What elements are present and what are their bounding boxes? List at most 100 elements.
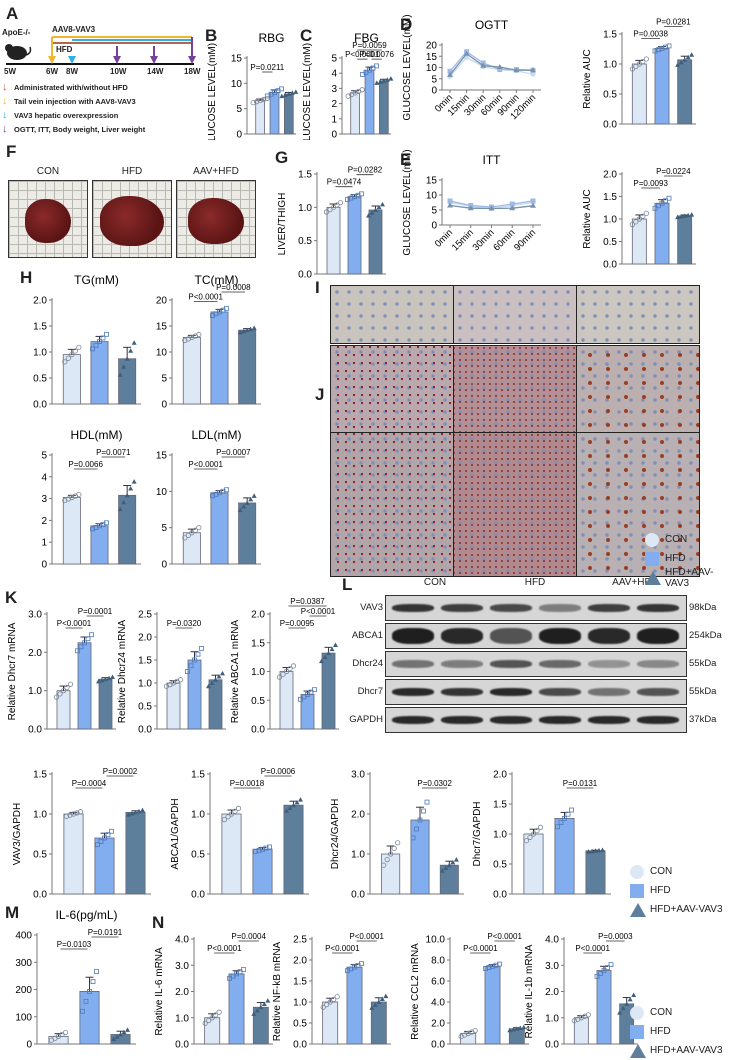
bar-hfd bbox=[228, 973, 245, 1045]
legend-label: CON bbox=[665, 534, 688, 545]
blot-band bbox=[637, 716, 679, 724]
triangle-marker-icon bbox=[630, 902, 646, 917]
blot-band bbox=[637, 660, 679, 668]
bar-hfd bbox=[187, 659, 202, 730]
panel-label-f: F bbox=[6, 142, 17, 161]
y-tick-label: 3.0 bbox=[28, 610, 42, 621]
blot-band bbox=[441, 716, 483, 724]
bar-hfd bbox=[90, 525, 109, 565]
bar-aav bbox=[677, 215, 693, 265]
p-value-label: P<0.0001 bbox=[301, 607, 336, 616]
p-value-label: P<0.0001 bbox=[575, 944, 610, 953]
chart-l-abca1: ABCA1/GAPDH 0.0 0.5 1.0 1.5 P=0.0018 P=0.0006 bbox=[168, 750, 313, 900]
y-tick-label: 0.0 bbox=[545, 1040, 559, 1051]
y-tick-label: 0.5 bbox=[293, 1019, 307, 1030]
blot-band bbox=[441, 660, 483, 668]
liver-specimen bbox=[25, 199, 71, 243]
p-value-label: P=0.0008 bbox=[216, 283, 251, 292]
bar-aav bbox=[238, 329, 257, 405]
chart-d-auc: Relative AUC 0.0 0.5 1.0 1.5 P=0.0038 P=0.0281 bbox=[580, 10, 700, 130]
p-value-label: P<0.0001 bbox=[188, 292, 223, 301]
p-value-label: P=0.0282 bbox=[348, 166, 383, 175]
bar-hfd bbox=[596, 970, 612, 1045]
bar-con bbox=[182, 337, 201, 405]
y-axis-label: ABCA1/GAPDH bbox=[170, 798, 181, 869]
bar-con bbox=[62, 354, 81, 405]
legend-label: HFD bbox=[650, 885, 671, 896]
bar-aav bbox=[118, 358, 137, 405]
x-tick-label: 60min bbox=[491, 227, 517, 253]
y-axis-label: GLUCOSE LEVEL(mM) bbox=[302, 43, 313, 140]
y-axis-label: Relative IL-6 mRNA bbox=[154, 947, 165, 1036]
chart-h-tg: H TG(mM) 0.0 0.5 1.0 1.5 2.0 bbox=[20, 268, 145, 410]
x-tick-label: 90min bbox=[512, 227, 538, 253]
y-axis-label: Relative AUC bbox=[582, 49, 593, 108]
bar-con bbox=[182, 532, 201, 565]
y-tick-label: 10 bbox=[156, 348, 168, 359]
y-tick-label: 10.0 bbox=[426, 935, 446, 946]
y-tick-label: 0 bbox=[41, 560, 47, 571]
bar-con bbox=[279, 671, 294, 730]
y-axis-label: Relative CCL2 mRNA bbox=[410, 943, 421, 1040]
chart-svg: Relative AUC 0.0 0.5 1.0 1.5 2.0 P=0.0093 P=0.0… bbox=[582, 167, 696, 271]
bar-hfd bbox=[210, 311, 229, 405]
oil-red-stain-image bbox=[453, 345, 577, 433]
panel-a-timeline: A ApoE-/- AAV8-VAV3 HFD 5W 6W 8W 10W 14W… bbox=[0, 0, 205, 140]
chart-svg: IL-6(pg/mL) 0 100 200 300 400 P=0.0103 P=0.0191 bbox=[15, 908, 136, 1050]
blot-band bbox=[441, 604, 483, 612]
timepoint-labels: 5W 6W 8W 10W 14W 18W bbox=[4, 67, 201, 76]
panel-label-h: H bbox=[20, 268, 33, 287]
bar-aav bbox=[677, 59, 693, 125]
liver-photo bbox=[8, 180, 88, 258]
p-value-label: P=0.0018 bbox=[230, 779, 265, 788]
y-tick-label: 2.0 bbox=[138, 633, 152, 644]
line-series-aav bbox=[449, 52, 533, 76]
chart-svg: Relative Dhcr24 mRNA 0.0 0.5 1.0 1.5 2.0 2.5 P=… bbox=[117, 610, 226, 735]
y-tick-label: 1.5 bbox=[138, 656, 152, 667]
bar-hfd bbox=[347, 196, 362, 275]
y-tick-label: 1.5 bbox=[191, 770, 205, 781]
y-tick-label: 15 bbox=[426, 52, 438, 63]
chart-title: TG(mM) bbox=[74, 273, 119, 287]
chart-e-auc: Relative AUC 0.0 0.5 1.0 1.5 2.0 P=0.0093 P=0.0… bbox=[580, 150, 700, 270]
p-value-label: P=0.0320 bbox=[167, 619, 202, 628]
y-tick-label: 15 bbox=[156, 451, 168, 462]
y-tick-label: 0.5 bbox=[33, 374, 47, 385]
y-tick-label: 5 bbox=[331, 54, 337, 65]
chart-svg: FBG GLUCOSE LEVEL(mM) 0 1 2 3 4 5 P<0.0001P=0.00… bbox=[302, 31, 394, 140]
chart-h-hdl: HDL(mM) 0 1 2 3 4 5 P=0.0066 P=0.0071 bbox=[20, 425, 145, 570]
y-tick-label: 5 bbox=[41, 451, 47, 462]
y-axis-label: GLUCOSE LEVEL(mM) bbox=[402, 150, 413, 255]
bar-aav bbox=[98, 678, 113, 730]
y-axis-label: VAV3/GAPDH bbox=[12, 803, 23, 865]
y-tick-label: 0.5 bbox=[33, 850, 47, 861]
p-value-label: P=0.0001 bbox=[78, 607, 113, 616]
bar-aav bbox=[321, 652, 336, 730]
p-value-label: P=0.0191 bbox=[88, 928, 123, 937]
y-tick-label: 0.5 bbox=[298, 236, 312, 247]
y-tick-label: 1.0 bbox=[603, 60, 617, 71]
chart-svg: Relative IL-1b mRNA 0.0 1.0 2.0 3.0 4.0 P<0.00… bbox=[524, 932, 638, 1051]
y-tick-label: 2.0 bbox=[431, 1019, 445, 1030]
y-axis-label: Relative AUC bbox=[582, 189, 593, 248]
down-arrow-icon: ↓ bbox=[2, 81, 8, 93]
blot-band bbox=[588, 688, 630, 696]
y-tick-label: 0.5 bbox=[603, 90, 617, 101]
y-tick-label: 2 bbox=[41, 516, 47, 527]
group-legend: CON HFD HFD+AAV-VAV3 bbox=[630, 862, 723, 919]
oil-red-stain-image bbox=[576, 345, 700, 433]
blot-band bbox=[392, 604, 434, 612]
y-tick-label: 2.0 bbox=[545, 987, 559, 998]
chart-g: G LIVER/THIGH 0.0 0.5 1.0 1.5 P=0.0474 P=0.0282 bbox=[275, 148, 390, 280]
p-value-label: P=0.0071 bbox=[96, 448, 131, 457]
chart-svg: Relative IL-6 mRNA 0.0 1.0 2.0 3.0 4.0 P<0.000… bbox=[154, 932, 273, 1050]
y-tick-label: 0.0 bbox=[603, 260, 617, 271]
y-tick-label: 1.0 bbox=[298, 203, 312, 214]
blot-band bbox=[588, 604, 630, 612]
p-value-label: P=0.0474 bbox=[327, 178, 362, 187]
triangle-marker-icon bbox=[645, 570, 661, 585]
y-tick-label: 1.5 bbox=[251, 638, 265, 649]
y-tick-label: 2.0 bbox=[293, 956, 307, 967]
y-tick-label: 0 bbox=[161, 400, 167, 411]
bar-aav bbox=[252, 1006, 269, 1045]
